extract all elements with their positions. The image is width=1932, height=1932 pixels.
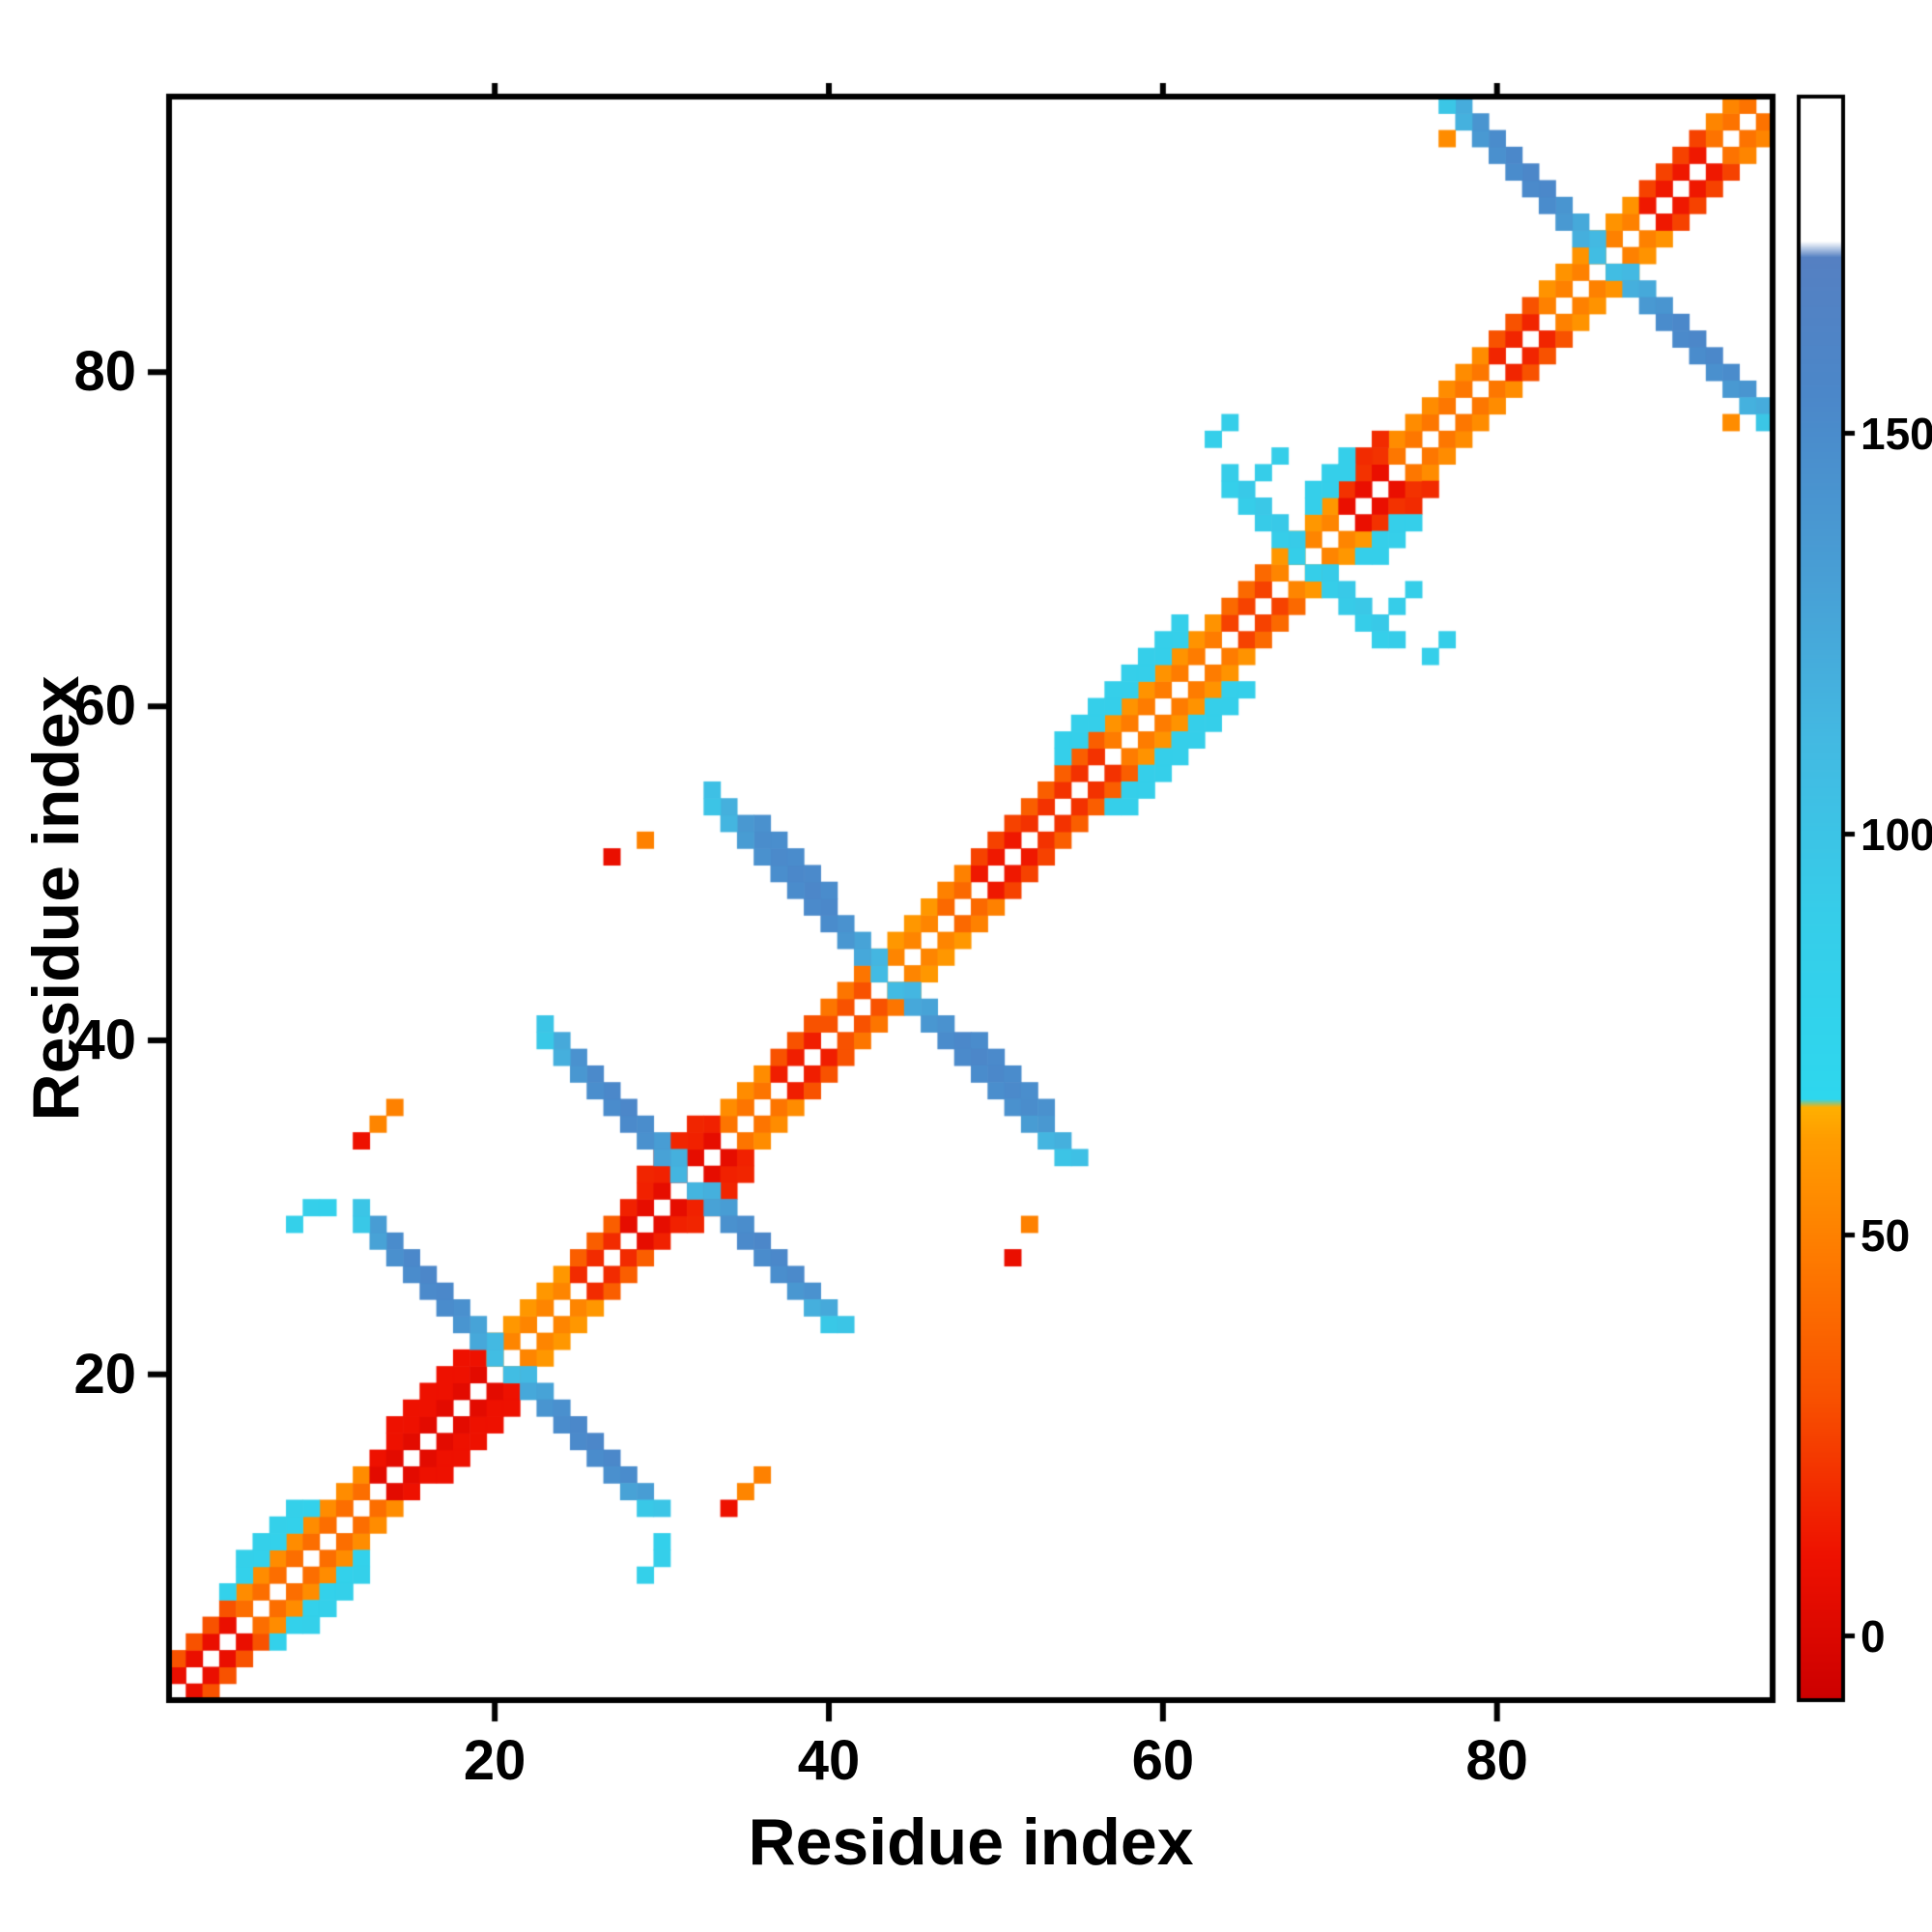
- y-tick-label: 60: [73, 674, 136, 738]
- x-tick-label: 20: [463, 1729, 526, 1792]
- y-tick-label: 20: [73, 1342, 136, 1406]
- y-tick-label: 40: [73, 1008, 136, 1071]
- colorbar-tick-label: 150: [1861, 408, 1932, 459]
- y-tick-label: 80: [73, 340, 136, 404]
- colorbar-tick-label: 100: [1861, 809, 1932, 860]
- colorbar-tick-label: 0: [1861, 1610, 1886, 1662]
- x-tick-label: 80: [1465, 1729, 1528, 1792]
- x-axis-label: Residue index: [748, 1805, 1194, 1879]
- x-tick-label: 60: [1131, 1729, 1195, 1792]
- colorbar-tick-label: 50: [1861, 1209, 1911, 1261]
- x-tick-label: 40: [797, 1729, 861, 1792]
